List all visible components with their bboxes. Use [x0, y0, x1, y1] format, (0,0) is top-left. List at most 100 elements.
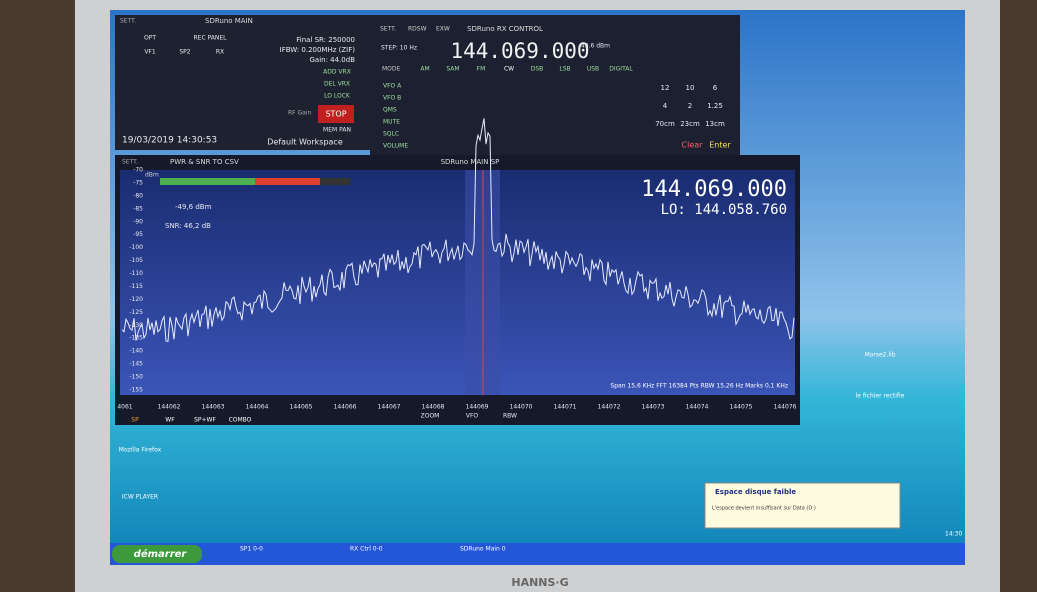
y-tick-label: -115 [129, 283, 143, 290]
x-tick-label: 144072 [598, 404, 621, 411]
desktop-icon: ICW PLAYER [122, 494, 158, 501]
label: SETT. [122, 159, 138, 166]
mode-button: USB [587, 66, 599, 73]
y-tick-label: -150 [129, 374, 143, 381]
y-tick-label: -100 [129, 244, 143, 251]
key: 1.25 [707, 102, 723, 110]
button: STOP [325, 110, 346, 119]
x-tick-label: 144069 [466, 404, 489, 411]
y-tick-label: -85 [133, 205, 143, 212]
spectrum-trace [121, 118, 795, 342]
button: OPT [144, 35, 156, 42]
button: Enter [709, 141, 731, 150]
x-tick-label: 144066 [334, 404, 357, 411]
key: 12 [661, 84, 670, 92]
button: VFO B [383, 95, 401, 102]
y-tick-label: -80 [133, 192, 143, 199]
tab: SP [131, 417, 139, 424]
smeter-red [255, 178, 320, 185]
y-tick-label: -135 [129, 335, 143, 342]
frequency: 144.069.000 [641, 177, 787, 202]
y-tick-label: -140 [129, 348, 143, 355]
tab: SP+WF [194, 417, 216, 424]
x-tick-label: 144064 [246, 404, 269, 411]
label: -49.6 dBm [579, 43, 610, 50]
y-tick-label: -120 [129, 296, 143, 303]
taskbar-item: SDRuno Main 0 [460, 546, 506, 553]
y-tick-label: -155 [129, 387, 143, 394]
key: 6 [713, 84, 718, 92]
spectrum [120, 170, 795, 395]
notification [704, 482, 901, 529]
x-tick-label: 144071 [554, 404, 577, 411]
key: 2 [688, 102, 692, 110]
key: 13cm [705, 120, 725, 128]
y-tick-label: -110 [129, 270, 143, 277]
button: LO LOCK [324, 93, 351, 100]
taskbar-item: RX Ctrl 0-0 [350, 546, 383, 553]
mode-button: LSB [559, 66, 570, 73]
label: RF Gain [288, 110, 312, 117]
key: 23cm [680, 120, 700, 128]
rx-control [370, 15, 740, 155]
tab: RDSW [408, 26, 427, 33]
button: DEL VRX [324, 81, 350, 88]
mode-button: SAM [446, 66, 459, 73]
tab: PWR & SNR TO CSV [170, 158, 239, 166]
y-tick-label: -70 [133, 167, 143, 174]
y-tick-label: -125 [129, 309, 143, 316]
x-tick-label: 144074 [686, 404, 709, 411]
clock: 14:30 [945, 531, 962, 538]
x-tick-label: 144063 [202, 404, 225, 411]
tab: SETT. [380, 26, 396, 33]
button: Clear [682, 141, 704, 150]
desktop-icon: Mozilla Firefox [119, 447, 162, 454]
mode-button: DIGITAL [609, 66, 633, 73]
button: MEM PAN [323, 127, 351, 134]
window-title: SDRuno MAIN [205, 17, 253, 25]
key: 4 [663, 102, 668, 110]
mode-button: AM [420, 66, 429, 73]
tab: WF [165, 417, 175, 424]
button: VF1 [144, 49, 156, 56]
x-tick-label: 4061 [117, 404, 132, 411]
label: IFBW: 0.200MHz (ZIF) [280, 46, 356, 54]
x-tick-label: 144075 [730, 404, 753, 411]
x-tick-label: 144070 [510, 404, 533, 411]
label: SETT. [120, 18, 136, 25]
button: ADD VRX [323, 69, 351, 76]
x-tick-label: 144073 [642, 404, 665, 411]
y-tick-label: -105 [129, 257, 143, 264]
y-tick-label: -90 [133, 218, 143, 225]
x-tick-label: 144076 [774, 404, 797, 411]
x-tick-label: 144068 [422, 404, 445, 411]
notification-title: Espace disque faible [715, 488, 796, 496]
key: 70cm [655, 120, 675, 128]
date: 19/03/2019 14:30:53 [122, 136, 217, 146]
button: RBW [503, 413, 517, 420]
start-button[interactable] [112, 545, 202, 563]
desktop-icon: le fichier rectifie [856, 393, 905, 400]
y-tick-label: -145 [129, 361, 143, 368]
tab: EXW [436, 26, 450, 33]
label: STEP: 10 Hz [381, 45, 417, 52]
button: VOLUME [383, 143, 408, 150]
stop-button[interactable] [318, 105, 354, 123]
main-window [115, 15, 370, 150]
x-tick-label: 144067 [378, 404, 401, 411]
y-tick-label: -75 [133, 179, 143, 186]
button: RX [216, 49, 224, 56]
taskbar-item: SP1 0-0 [240, 546, 263, 553]
taskbar [110, 543, 965, 565]
start-label: démarrer [134, 548, 188, 560]
brand: HANNS·G [511, 576, 568, 589]
label: Gain: 44.0dB [309, 56, 355, 64]
button: REC PANEL [193, 35, 227, 42]
y-tick-label: -95 [133, 231, 143, 238]
label: -49,6 dBm [175, 203, 212, 211]
desktop-icon: Morse2.lib [865, 352, 896, 359]
notification-text: L'espace devient insuffisant sur Data (D… [712, 506, 816, 512]
window-title: SDRuno MAIN SP [441, 158, 500, 166]
button: SP2 [179, 49, 190, 56]
